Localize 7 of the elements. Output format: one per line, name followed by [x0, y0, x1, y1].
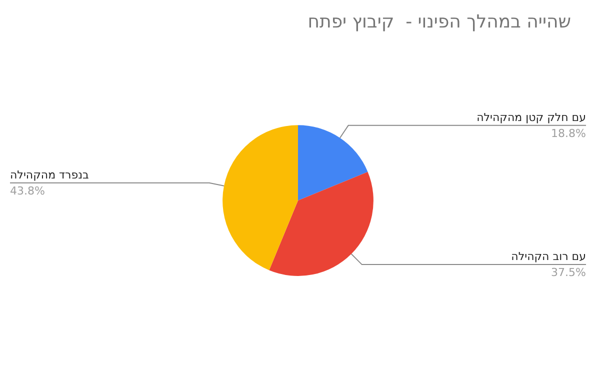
data-label: 18.8% [551, 126, 586, 140]
data-label: 43.8% [10, 184, 45, 198]
data-label: 37.5% [551, 266, 586, 280]
slice-label: עם חלק קטן מהקהילה [476, 110, 586, 124]
chart-title: שהייה במהלך הפינוי - קיבוץ יפתח [308, 12, 572, 32]
slice-label: עם רוב הקהילה [511, 250, 586, 264]
slice-label: בנפרד מהקהילה [10, 168, 89, 182]
